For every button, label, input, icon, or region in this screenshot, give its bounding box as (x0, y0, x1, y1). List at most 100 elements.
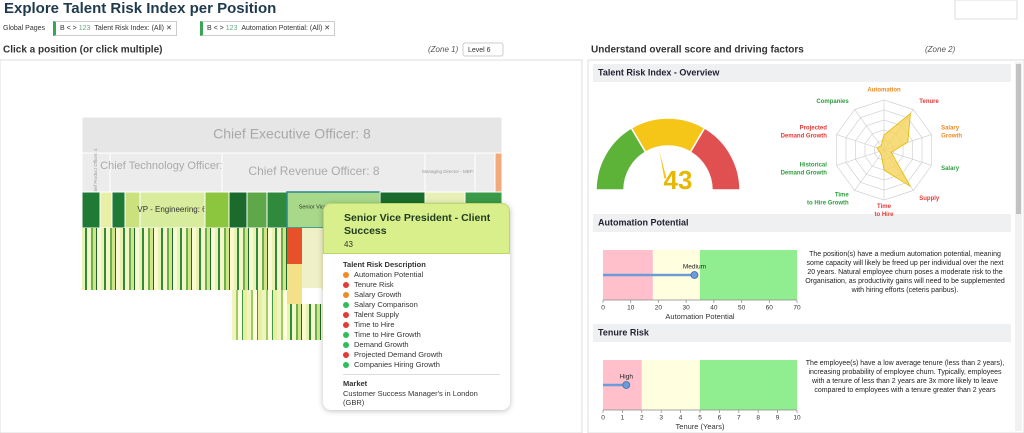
tooltip-subtitle: Market (343, 379, 368, 388)
x-tick-label: 3 (659, 415, 663, 422)
range-band (700, 360, 797, 410)
toolbar[interactable] (954, 0, 1018, 20)
section-title: Tenure Risk (598, 327, 650, 337)
filter-chip[interactable]: B < > 123 Automation Potential: (All) ✕ (200, 21, 336, 36)
treemap-node[interactable] (109, 152, 223, 193)
radar-axis-label: Salary Growth (941, 125, 962, 139)
scrollbar[interactable] (1015, 62, 1022, 431)
item-label: Time to Hire (354, 320, 395, 329)
radar-axis-label: Automation (867, 88, 901, 94)
treemap-node[interactable] (474, 152, 496, 193)
section-header (593, 64, 1011, 82)
radar-axis-label: Historical Demand Growth (781, 162, 828, 176)
status-dot (343, 302, 349, 308)
status-dot (343, 342, 349, 348)
item-label: Salary Growth (354, 290, 402, 299)
radar-axis-label: Time to Hire (874, 204, 894, 218)
item-label: Tenure Risk (354, 280, 394, 289)
radar-axis-label: Salary (941, 166, 960, 172)
item-label: Time to Hire Growth (354, 330, 421, 339)
radar-axis-label: Projected Demand Growth (781, 125, 828, 139)
filter-type: 123 (78, 25, 91, 32)
treemap-node[interactable] (302, 228, 322, 288)
description: The position(s) have a medium automation… (805, 251, 1005, 294)
scroll-thumb[interactable] (1016, 64, 1021, 214)
radar-axis-label: Supply (919, 196, 940, 202)
x-tick-label: 10 (627, 305, 635, 312)
treemap-node[interactable] (204, 191, 230, 229)
tooltip-item: Time to Hire (343, 320, 500, 330)
treemap-node-label: Chief Technology Officer: 7 (100, 160, 232, 172)
filter-label: Talent Risk Index: (All) (94, 25, 165, 32)
value-label: High (620, 374, 634, 381)
treemap-node[interactable] (266, 191, 288, 229)
treemap-node[interactable] (221, 152, 426, 193)
treemap-node[interactable] (81, 152, 111, 193)
value-label: Medium (683, 264, 706, 271)
value-marker (690, 271, 699, 279)
treemap-leaves[interactable] (287, 304, 327, 340)
radar-spoke (836, 149, 885, 166)
global-pages-label: Global Pages (3, 25, 46, 32)
status-dot (343, 332, 349, 338)
tooltip-item: Talent Supply (343, 310, 500, 320)
zone1-heading: Click a position (or click multiple) (3, 45, 162, 56)
treemap-node-label: Managing Director - MBP: 7 (422, 169, 478, 174)
tooltip-item: Automation Potential (343, 270, 500, 280)
separator (343, 374, 500, 375)
x-tick-label: 20 (655, 305, 663, 312)
status-dot (343, 292, 349, 298)
section-title: Talent Risk Index - Overview (598, 67, 720, 77)
section-header (593, 324, 1011, 342)
item-label: Salary Comparison (354, 300, 418, 309)
x-tick-label: 0 (601, 305, 605, 312)
x-tick-label: 7 (737, 415, 741, 422)
treemap-node[interactable] (424, 152, 476, 193)
status-dot (343, 312, 349, 318)
x-tick-label: 60 (766, 305, 774, 312)
treemap-leaves[interactable] (232, 290, 287, 340)
range-band (700, 250, 797, 300)
x-axis-label: Automation Potential (665, 312, 735, 321)
radar-axis-label: Time to Hire Growth (807, 192, 849, 206)
level-label: Level 6 (468, 47, 491, 54)
gauge-value: 43 (664, 165, 693, 195)
tooltip-item: Salary Growth (343, 290, 500, 300)
treemap-leaves[interactable] (82, 228, 287, 290)
status-dot (343, 272, 349, 278)
treemap-node-label: Chief Revenue Officer: 8 (248, 164, 380, 178)
status-dot (343, 322, 349, 328)
status-dot (343, 352, 349, 358)
tooltip-item: Salary Comparison (343, 300, 500, 310)
gauge-needle (659, 150, 667, 179)
radar-area (876, 112, 911, 187)
filter-chip[interactable]: B < > 123 Talent Risk Index: (All) ✕ (53, 21, 177, 36)
tooltip: Senior Vice President - Client Success 4… (323, 203, 510, 410)
treemap-node[interactable] (246, 191, 268, 229)
level-dropdown[interactable] (462, 42, 504, 57)
x-tick-label: 30 (683, 305, 691, 312)
filter-type: 123 (225, 25, 238, 32)
tooltip-subtitle: Talent Risk Description (343, 260, 426, 269)
tooltip-item: Companies Hiring Growth (343, 360, 500, 370)
tooltip-header: Senior Vice President - Client Success 4… (323, 203, 510, 254)
x-axis-label: Tenure (Years) (676, 422, 725, 431)
x-tick-label: 8 (756, 415, 760, 422)
radar-axis-label: Tenure (919, 99, 939, 105)
treemap-node[interactable] (287, 264, 302, 304)
gauge-band (689, 126, 741, 191)
treemap-node[interactable] (99, 191, 113, 229)
treemap-node[interactable] (228, 191, 248, 229)
item-label: Demand Growth (354, 340, 409, 349)
treemap-node[interactable] (494, 152, 503, 193)
x-tick-label: 0 (601, 415, 605, 422)
filter-label: Automation Potential: (All) (241, 25, 323, 32)
tooltip-title: Senior Vice President - Client Success (344, 212, 491, 237)
x-tick-label: 2 (640, 415, 644, 422)
tooltip-item: Tenure Risk (343, 280, 500, 290)
x-tick-label: 1 (621, 415, 625, 422)
x-tick-label: 6 (718, 415, 722, 422)
treemap-node[interactable] (287, 228, 302, 264)
page-title: Explore Talent Risk Index per Position (4, 0, 276, 17)
